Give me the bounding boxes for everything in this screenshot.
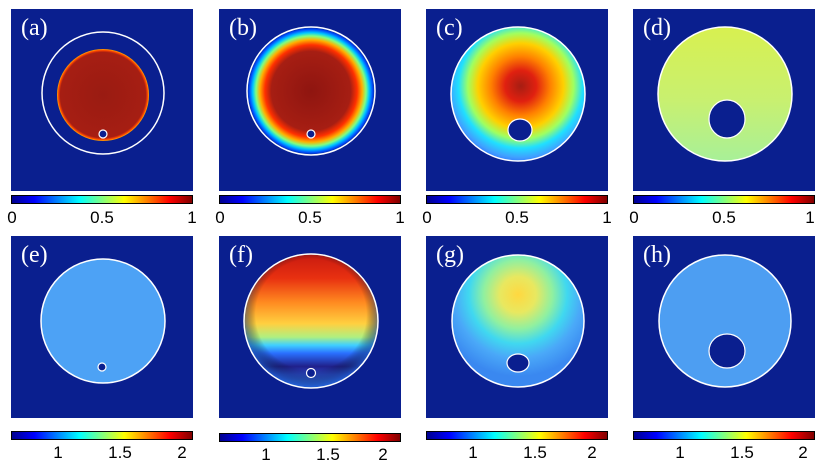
tick-label: 2 bbox=[378, 445, 388, 464]
colorbar-ticks: 0 0.5 1 bbox=[629, 208, 815, 232]
panel-b-plot bbox=[219, 9, 401, 191]
tick-label: 1.5 bbox=[316, 445, 340, 464]
hole bbox=[305, 367, 317, 379]
tick-label: 0 bbox=[215, 208, 225, 227]
tick-label: 1 bbox=[805, 208, 815, 227]
panel-a-plot bbox=[11, 9, 193, 191]
tick-label: 2 bbox=[798, 443, 808, 462]
heat-disk bbox=[657, 26, 793, 162]
heat-disk bbox=[57, 49, 149, 141]
tick-label: 0 bbox=[629, 208, 639, 227]
tick-label: 2 bbox=[587, 443, 597, 462]
heat-disk bbox=[658, 254, 792, 388]
heat-disk bbox=[451, 254, 585, 388]
colorbar bbox=[426, 431, 608, 440]
panel-h-plot bbox=[633, 236, 815, 418]
panel-label: (d) bbox=[643, 15, 671, 41]
tick-label: 1 bbox=[187, 208, 197, 227]
panel-label: (c) bbox=[436, 15, 463, 41]
hole bbox=[98, 129, 108, 139]
colorbar-ticks: 0 0.5 1 bbox=[422, 208, 612, 232]
panel-label: (e) bbox=[21, 242, 48, 268]
heat-disk bbox=[40, 258, 166, 384]
panel-b: (b) bbox=[219, 9, 401, 191]
tick-label: 0 bbox=[422, 208, 432, 227]
tick-label: 1.5 bbox=[108, 443, 132, 462]
heat-disk bbox=[450, 26, 586, 162]
hole bbox=[506, 353, 530, 373]
colorbar bbox=[426, 195, 608, 204]
panel-label: (h) bbox=[643, 242, 671, 268]
panel-label: (a) bbox=[21, 15, 48, 41]
panel-c: (c) bbox=[426, 9, 608, 191]
panel-g-plot bbox=[426, 236, 608, 418]
tick-label: 0.5 bbox=[298, 208, 322, 227]
outer-boundary bbox=[41, 31, 165, 155]
hole bbox=[507, 118, 533, 142]
tick-label: 1 bbox=[602, 208, 612, 227]
panel-c-plot bbox=[426, 9, 608, 191]
colorbar-ticks: 1 1.5 2 bbox=[633, 443, 815, 467]
colorbar bbox=[11, 431, 193, 440]
colorbar bbox=[633, 195, 815, 204]
tick-label: 1.5 bbox=[523, 443, 547, 462]
panel-label: (f) bbox=[229, 242, 253, 268]
hole bbox=[306, 129, 316, 139]
panel-a: (a) bbox=[11, 9, 193, 191]
outer-boundary bbox=[246, 26, 376, 156]
panel-label: (b) bbox=[229, 15, 257, 41]
tick-label: 2 bbox=[177, 443, 187, 462]
panel-e: (e) bbox=[11, 236, 193, 418]
tick-label: 1.5 bbox=[730, 443, 754, 462]
colorbar-ticks: 0 0.5 1 bbox=[7, 208, 197, 232]
tick-label: 1 bbox=[675, 443, 685, 462]
tick-label: 1 bbox=[261, 445, 271, 464]
heat-disk bbox=[247, 27, 375, 155]
colorbar bbox=[633, 431, 815, 440]
panel-f-plot bbox=[219, 236, 401, 418]
tick-label: 0.5 bbox=[712, 208, 736, 227]
tick-label: 1 bbox=[468, 443, 478, 462]
panel-label: (g) bbox=[436, 242, 464, 268]
panel-g: (g) bbox=[426, 236, 608, 418]
hole bbox=[97, 362, 107, 372]
tick-label: 1 bbox=[395, 208, 405, 227]
panel-f: (f) bbox=[219, 236, 401, 418]
panel-d: (d) bbox=[633, 9, 815, 191]
panel-d-plot bbox=[633, 9, 815, 191]
hole bbox=[708, 333, 746, 369]
colorbar-ticks: 1 1.5 2 bbox=[426, 443, 608, 467]
colorbar-ticks: 0 0.5 1 bbox=[215, 208, 405, 232]
hole bbox=[708, 99, 746, 139]
colorbar-ticks: 1 1.5 2 bbox=[219, 445, 401, 469]
panel-h: (h) bbox=[633, 236, 815, 418]
edge-shading bbox=[243, 253, 379, 389]
tick-label: 1 bbox=[53, 443, 63, 462]
tick-label: 0 bbox=[7, 208, 17, 227]
tick-label: 0.5 bbox=[505, 208, 529, 227]
tick-label: 0.5 bbox=[90, 208, 114, 227]
colorbar bbox=[219, 433, 401, 442]
colorbar-ticks: 1 1.5 2 bbox=[11, 443, 193, 467]
colorbar bbox=[219, 195, 401, 204]
colorbar bbox=[11, 195, 193, 204]
panel-e-plot bbox=[11, 236, 193, 418]
